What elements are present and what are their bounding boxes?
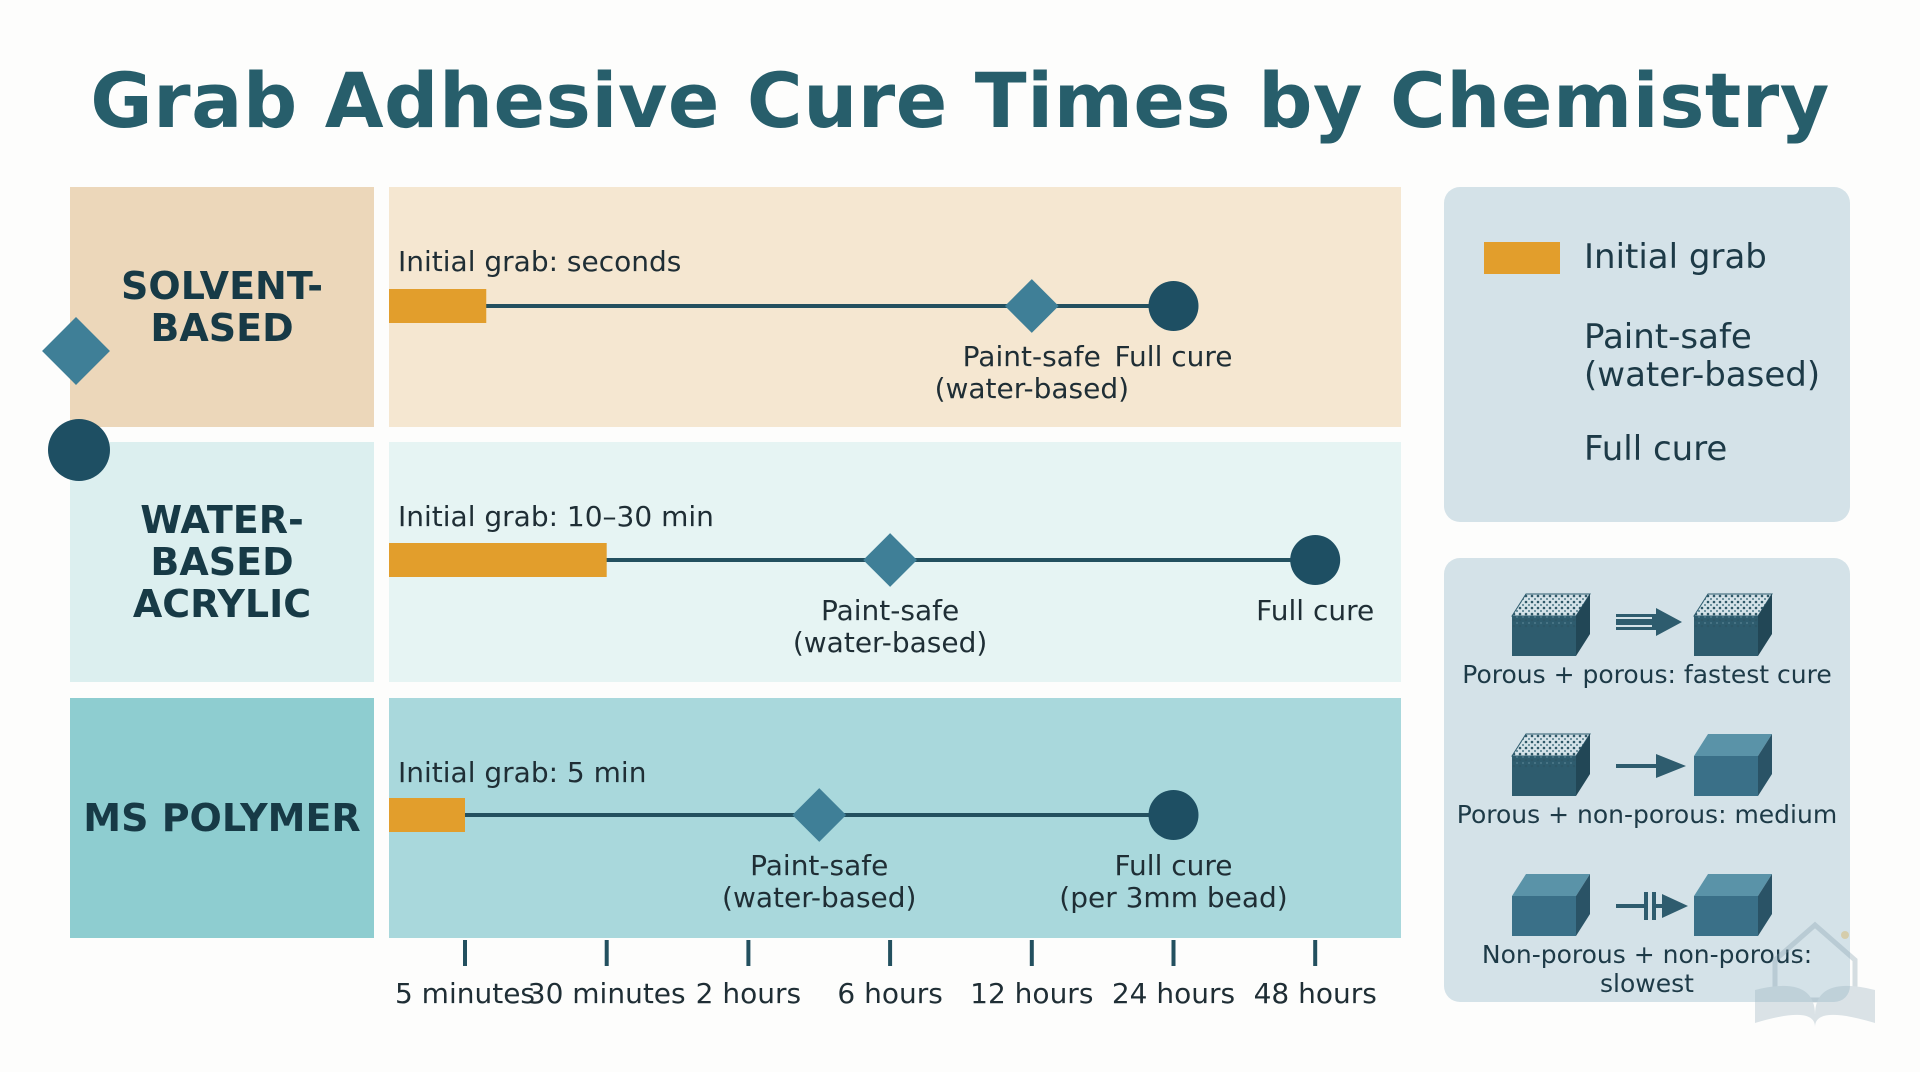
row-label-ms-polymer: MS POLYMER (70, 698, 374, 938)
x-axis-tick-label: 5 minutes (395, 977, 535, 1010)
paint-safe-diamond-icon (863, 533, 917, 587)
porous-block-icon (1693, 593, 1773, 656)
x-axis-tick-label: 6 hours (837, 977, 942, 1010)
paint-safe-diamond-icon (1004, 279, 1059, 333)
full-cure-circle-icon (1290, 535, 1341, 585)
blocked-arrow-icon (1616, 892, 1688, 920)
legend: Initial grab Paint-safe (water-based) Fu… (1444, 187, 1850, 522)
nonporous-block-icon (1694, 734, 1772, 796)
legend-paint-safe-sublabel: (water-based) (1584, 355, 1821, 395)
x-axis-tick-label: 12 hours (970, 977, 1093, 1010)
initial-grab-bar (389, 798, 465, 832)
legend-full-cure-circle-icon (48, 419, 110, 481)
legend-paint-safe-label: Paint-safe (1584, 317, 1752, 357)
legend-initial-grab-label: Initial grab (1584, 237, 1767, 277)
surface-caption-porous-nonporous: Porous + non-porous: medium (1456, 800, 1838, 829)
surface-icons (1511, 593, 1773, 936)
medium-arrow-icon (1616, 754, 1686, 778)
surface-caption-porous-porous: Porous + porous: fastest cure (1462, 660, 1832, 689)
x-axis-tick-label: 2 hours (696, 977, 801, 1010)
paint-safe-label: (water-based) (722, 881, 916, 914)
fast-arrow-icon (1616, 608, 1682, 636)
paint-safe-label: Paint-safe (963, 340, 1101, 373)
x-axis-tick-label: 30 minutes (528, 977, 686, 1010)
full-cure-circle-icon (1148, 281, 1199, 331)
full-cure-label: Full cure (1256, 594, 1374, 627)
row-label-water-acrylic: WATER-BASED ACRYLIC (70, 442, 374, 682)
initial-grab-label: Initial grab: 5 min (398, 756, 646, 789)
legend-initial-grab-swatch (1484, 242, 1560, 274)
full-cure-label: Full cure (1114, 849, 1232, 882)
initial-grab-bar (389, 289, 487, 323)
full-cure-label: (per 3mm bead) (1059, 881, 1287, 914)
surface-panel: Porous + porous: fastest cure Porous + n… (1444, 558, 1850, 1002)
chart-title: Grab Adhesive Cure Times by Chemistry (90, 56, 1830, 145)
initial-grab-bar (389, 543, 607, 577)
x-axis-tick-label: 24 hours (1112, 977, 1235, 1010)
porous-block-icon (1511, 593, 1591, 656)
paint-safe-label: (water-based) (793, 626, 987, 659)
paint-safe-label: Paint-safe (821, 594, 959, 627)
row-label-solvent: SOLVENT-BASED (70, 187, 374, 427)
book-house-watermark-icon (1755, 921, 1875, 1027)
row-panel-ms-polymer (389, 698, 1401, 938)
x-axis-tick-label: 48 hours (1254, 977, 1377, 1010)
initial-grab-label: Initial grab: seconds (398, 245, 681, 278)
surface-caption-nonporous-nonporous: Non-porous + non-porous: slowest (1481, 940, 1813, 998)
nonporous-block-icon (1694, 874, 1772, 936)
legend-full-cure-label: Full cure (1584, 429, 1728, 469)
paint-safe-label: Paint-safe (750, 849, 888, 882)
nonporous-block-icon (1512, 874, 1590, 936)
paint-safe-label: (water-based) (935, 372, 1129, 405)
porous-block-icon (1511, 733, 1591, 796)
row-label-water-acrylic-text: WATER-BASED ACRYLIC (132, 498, 312, 626)
paint-safe-diamond-icon (792, 788, 847, 842)
full-cure-label: Full cure (1114, 340, 1232, 373)
full-cure-circle-icon (1148, 790, 1199, 840)
initial-grab-label: Initial grab: 10–30 min (398, 500, 714, 533)
